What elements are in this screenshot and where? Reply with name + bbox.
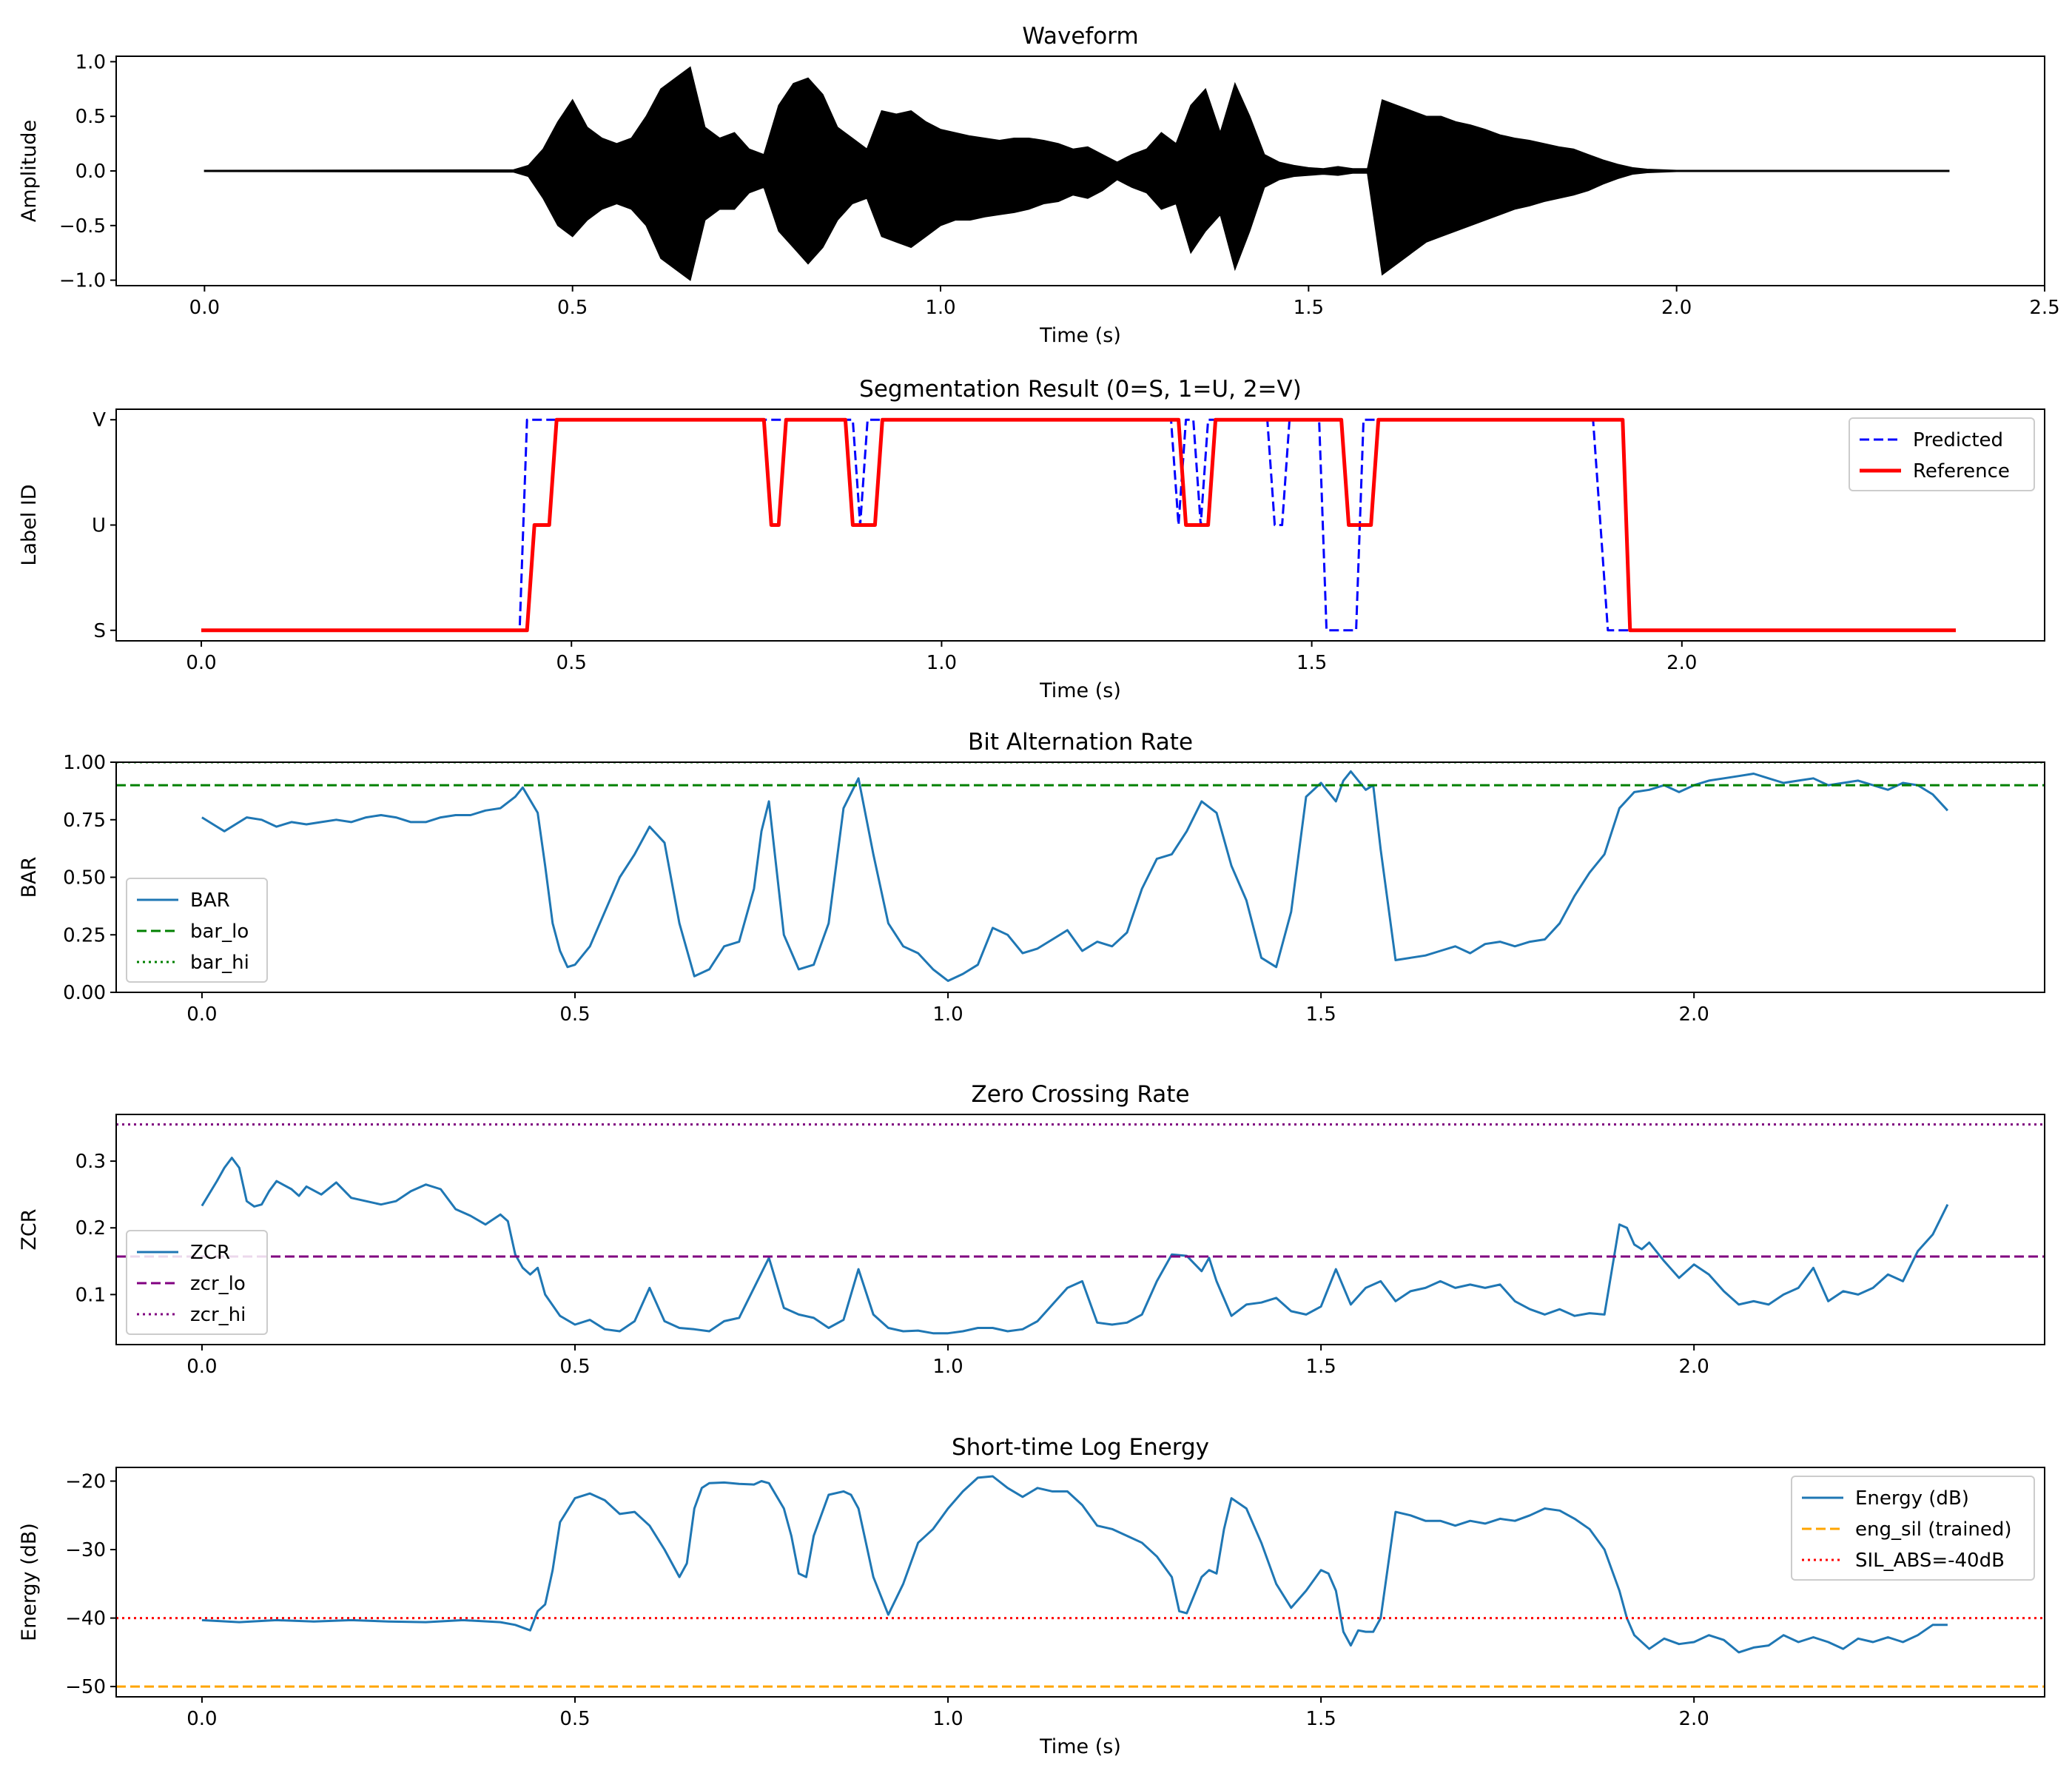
panel-waveform: 0.0 0.5 1.0 1.5 2.0 2.5 1.0 0.5 0.0 −0.5 −1.0 Wavef…: [18, 23, 2060, 347]
legend: BAR bar_lo bar_hi: [126, 878, 268, 983]
chart-title: Segmentation Result (0=S, 1=U, 2=V): [859, 376, 1302, 403]
x-tick-label: 1.0: [932, 1003, 963, 1026]
x-tick-label: 1.5: [1305, 1003, 1336, 1026]
y-tick-label: −30: [65, 1539, 106, 1561]
legend-entry: eng_sil (trained): [1855, 1518, 2012, 1541]
x-tick-label: 0.0: [186, 652, 216, 674]
series-zcr: [201, 1157, 1949, 1335]
panel-energy: 0.0 0.5 1.0 1.5 2.0 −20 −30 −40 −50 Short-time Lo…: [18, 1434, 2045, 1758]
series-predicted: [201, 418, 1956, 632]
x-tick-label: 1.0: [926, 652, 957, 674]
x-tick-label: 0.0: [186, 1356, 217, 1378]
x-tick-label: 1.0: [932, 1708, 963, 1730]
y-axis-label: Label ID: [18, 484, 41, 565]
y-tick-label: 0.2: [75, 1217, 106, 1240]
legend-box: [1791, 1476, 2035, 1581]
y-tick-label: −0.5: [59, 215, 106, 238]
legend: Energy (dB) eng_sil (trained) SIL_ABS=-40d…: [1791, 1476, 2035, 1581]
legend-entry: zcr_lo: [190, 1273, 246, 1295]
x-tick-label: 0.5: [556, 652, 587, 674]
legend-entry: bar_lo: [190, 921, 249, 943]
legend-entry: Reference: [1913, 460, 2010, 482]
series-energy-db-: [201, 1475, 1948, 1654]
series-bar: [201, 770, 1949, 982]
y-axis-label: Energy (dB): [18, 1523, 41, 1641]
axes-frame: [115, 1114, 2045, 1345]
y-tick-label: 0.1: [75, 1284, 106, 1306]
chart-title: Zero Crossing Rate: [971, 1081, 1189, 1108]
y-tick-label: S: [93, 620, 106, 642]
y-tick-label: 0.3: [75, 1151, 106, 1173]
x-axis-label: Time (s): [1039, 324, 1121, 347]
y-axis-label: ZCR: [18, 1208, 41, 1250]
y-tick-label: U: [92, 515, 106, 537]
y-tick-label: −40: [65, 1608, 106, 1630]
x-tick-label: 1.5: [1305, 1356, 1336, 1378]
legend-entry: zcr_hi: [190, 1304, 246, 1326]
legend: ZCR zcr_lo zcr_hi: [126, 1230, 268, 1335]
axes-frame: [115, 1467, 2045, 1698]
panel-zcr: 0.0 0.5 1.0 1.5 2.0 0.3 0.2 0.1 Zero Crossing Ra…: [18, 1081, 2045, 1378]
chart-title: Waveform: [1022, 23, 1138, 50]
x-tick-label: 2.0: [1679, 1003, 1709, 1026]
chart-title: Bit Alternation Rate: [968, 729, 1193, 756]
y-tick-label: 0.25: [63, 924, 106, 946]
y-tick-label: 0.00: [63, 982, 106, 1004]
x-tick-label: 2.0: [1679, 1708, 1709, 1730]
legend-entry: BAR: [190, 889, 230, 912]
legend-box: [126, 1230, 268, 1335]
x-tick-label: 0.0: [189, 297, 220, 319]
y-tick-label: V: [92, 409, 106, 431]
legend-entry: Energy (dB): [1855, 1487, 1969, 1510]
legend-box: [126, 878, 268, 983]
x-tick-label: 2.0: [1661, 297, 1692, 319]
series-waveform: [204, 66, 1950, 281]
x-tick-label: 0.5: [559, 1708, 590, 1730]
axes-frame: [115, 408, 2045, 642]
legend: Predicted Reference: [1849, 417, 2035, 491]
x-tick-label: 0.5: [557, 297, 588, 319]
x-tick-label: 1.5: [1305, 1708, 1336, 1730]
y-axis-label: BAR: [18, 857, 41, 898]
x-tick-label: 1.0: [932, 1356, 963, 1378]
x-tick-label: 1.5: [1294, 297, 1324, 319]
x-tick-label: 0.0: [186, 1708, 217, 1730]
y-tick-label: 0.5: [75, 106, 106, 128]
panel-segmentation: 0.0 0.5 1.0 1.5 2.0 S U V Segmentation Result (0…: [18, 376, 2045, 702]
y-tick-label: 0.0: [75, 161, 106, 183]
x-tick-label: 1.5: [1296, 652, 1327, 674]
y-tick-label: −20: [65, 1471, 106, 1493]
y-tick-label: −1.0: [59, 270, 106, 292]
y-axis-label: Amplitude: [18, 120, 41, 222]
plot-area: [204, 66, 1950, 281]
legend-entry: Predicted: [1913, 429, 2003, 451]
x-tick-label: 2.0: [1679, 1356, 1709, 1378]
series-reference: [201, 417, 1956, 633]
plot-area: [116, 1475, 2045, 1688]
x-tick-label: 1.0: [925, 297, 955, 319]
x-axis-label: Time (s): [1039, 679, 1121, 702]
x-tick-label: 2.5: [2029, 297, 2059, 319]
legend-entry: ZCR: [190, 1242, 230, 1264]
axes-frame: [115, 761, 2045, 993]
x-tick-label: 2.0: [1666, 652, 1697, 674]
plot-area: [116, 1123, 2045, 1335]
x-tick-label: 0.5: [559, 1003, 590, 1026]
y-tick-label: 0.75: [63, 810, 106, 832]
panel-bar: 0.0 0.5 1.0 1.5 2.0 1.00 0.75 0.50 0.25 0.00 Bit A…: [18, 729, 2045, 1026]
plot-area: [201, 417, 1956, 633]
y-tick-label: 1.0: [75, 51, 106, 73]
x-tick-label: 0.5: [559, 1356, 590, 1378]
y-tick-label: 0.50: [63, 867, 106, 889]
legend-entry: SIL_ABS=-40dB: [1855, 1550, 2005, 1572]
x-tick-label: 0.0: [186, 1003, 217, 1026]
legend-entry: bar_hi: [190, 952, 249, 974]
chart-title: Short-time Log Energy: [952, 1434, 1209, 1461]
y-tick-label: 1.00: [63, 752, 106, 774]
x-axis-label: Time (s): [1039, 1735, 1121, 1758]
plot-area: [116, 762, 2045, 982]
y-tick-label: −50: [65, 1676, 106, 1698]
